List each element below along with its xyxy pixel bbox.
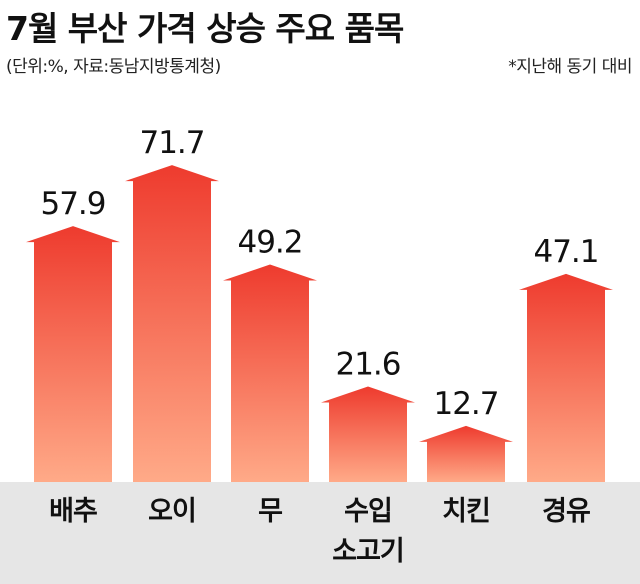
unit-source-note: (단위:%, 자료:동남지방통계청) <box>6 57 221 77</box>
value-label-3: 21.6 <box>335 347 400 383</box>
category-label-4: 치킨 <box>442 496 491 527</box>
category-label-2: 무 <box>258 496 283 527</box>
value-label-4: 12.7 <box>433 386 498 422</box>
value-label-2: 49.2 <box>237 225 302 261</box>
category-label-1: 오이 <box>148 496 197 527</box>
bar-2 <box>223 264 317 482</box>
value-label-0: 57.9 <box>40 186 105 222</box>
bar-1 <box>125 165 219 482</box>
bar-3 <box>321 386 415 482</box>
bar-4 <box>419 425 513 482</box>
bar-5 <box>519 273 613 482</box>
category-label-5: 경유 <box>542 496 591 527</box>
value-label-5: 47.1 <box>533 234 598 270</box>
value-label-1: 71.7 <box>139 125 204 161</box>
category-label-3: 수입 소고기 <box>332 496 405 567</box>
category-label-0: 배추 <box>49 496 98 527</box>
chart-title: 7월 부산 가격 상승 주요 품목 <box>6 9 404 48</box>
bar-0 <box>26 226 120 482</box>
category-band <box>0 482 640 584</box>
comparison-note: *지난해 동기 대비 <box>508 57 632 77</box>
